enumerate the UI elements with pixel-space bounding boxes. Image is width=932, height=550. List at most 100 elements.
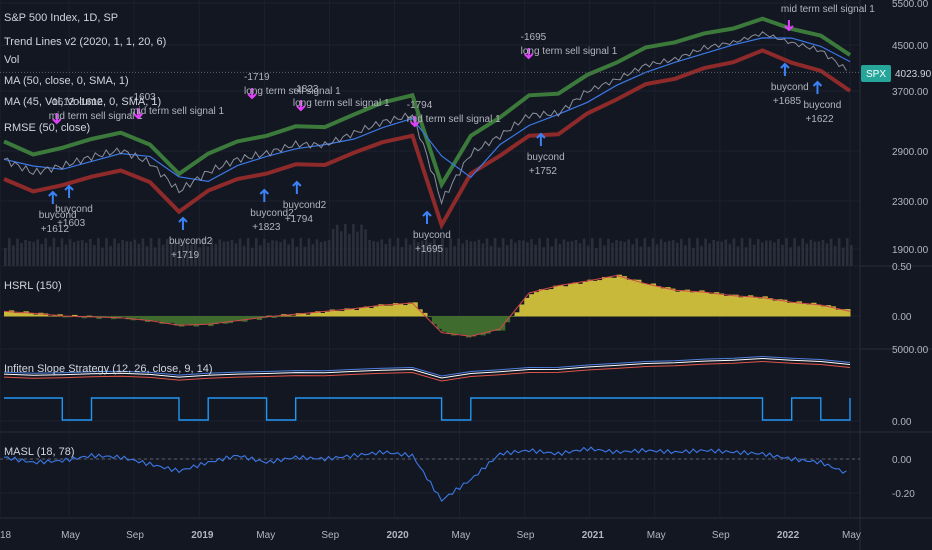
volume-bar (206, 246, 209, 266)
volume-bar (20, 243, 23, 266)
hsrl-area-segment (324, 311, 331, 317)
hsrl-area-segment (553, 285, 559, 317)
volume-bar (283, 239, 286, 266)
main-price-pane[interactable] (0, 16, 860, 266)
volume-bar (732, 238, 736, 266)
hsrl-area-segment (276, 316, 282, 318)
hsrl-area-segment (772, 300, 778, 317)
hsrl-area-segment (407, 302, 413, 317)
slope-price-line (3, 357, 851, 379)
volume-bar (744, 247, 748, 266)
volume-bar (465, 239, 469, 266)
volume-bar (562, 239, 566, 266)
hsrl-area-segment (222, 316, 229, 324)
volume-bar (28, 241, 31, 266)
hsrl-area-segment (529, 294, 535, 317)
hsrl-area-segment (427, 316, 433, 318)
volume-bar (489, 245, 493, 266)
volume-bar (813, 241, 817, 266)
hsrl-area-segment (679, 290, 686, 317)
hsrl-area-segment (217, 316, 224, 323)
hsrl-area-segment (47, 315, 54, 317)
hsrl-area-segment (154, 316, 161, 321)
volume-bar (356, 231, 359, 266)
y-axis[interactable]: 5500.00 4500.00 3700.00 2900.00 2300.00 1900.… (892, 0, 929, 500)
volume-bar (89, 238, 92, 266)
volume-bar (56, 246, 60, 266)
hsrl-area-segment (461, 316, 467, 335)
volume-bar (623, 241, 626, 266)
volume-bar (433, 238, 436, 266)
volume-bar (748, 238, 752, 266)
volume-bar (279, 242, 282, 266)
hsrl-area-segment (266, 315, 272, 317)
sell-signal-label: -1823 (293, 84, 319, 95)
hsrl-area-segment (320, 313, 326, 317)
masl-title[interactable]: MASL (18, 78) (4, 446, 75, 458)
hsrl-area-segment (169, 316, 175, 323)
hsrl-area-segment (363, 306, 370, 317)
volume-bar (574, 239, 578, 266)
buy-arrow-icon (64, 184, 74, 198)
hsrl-area-segment (13, 312, 20, 317)
x-tick-label: 2021 (582, 530, 605, 541)
slope-signal-line (4, 397, 851, 421)
x-tick-label: Sep (321, 530, 339, 541)
volume-bar (364, 229, 367, 266)
lower-band-line (3, 48, 852, 231)
volume-bar (327, 240, 331, 266)
sell-arrow-icon (133, 108, 143, 120)
hsrl-area-segment (72, 314, 78, 317)
volume-bar (165, 239, 169, 266)
volume-bar (777, 239, 780, 266)
buy-arrow-icon (48, 190, 58, 204)
volume-bar (40, 244, 44, 266)
header-legend: S&P 500 Index, 1D, SP Trend Lines v2 (20… (4, 12, 213, 458)
volume-bar (522, 240, 525, 266)
slope-strategy-pane[interactable] (3, 355, 851, 421)
hsrl-pane[interactable] (3, 274, 851, 338)
masl-pane[interactable] (0, 446, 860, 503)
hsrl-area-segment (8, 310, 15, 317)
volume-bar (218, 239, 222, 266)
volume-bar (388, 238, 392, 266)
volume-bar (594, 247, 598, 266)
hsrl-area-segment (490, 316, 496, 331)
y-tick-label: 3700.00 (892, 87, 929, 98)
y-tick-label: 0.00 (892, 312, 912, 323)
indicator-vol[interactable]: Vol (4, 54, 19, 66)
buy-signal-value: +1612 (41, 224, 70, 235)
volume-bar (380, 239, 384, 266)
x-axis[interactable]: 18 May Sep 2019 May Sep 2020 May Sep 2021 May Sep 20… (0, 530, 861, 541)
symbol-title[interactable]: S&P 500 Index, 1D, SP (4, 12, 118, 24)
hsrl-area-segment (640, 283, 647, 317)
sell-signal-label: long term sell signal 1 (293, 98, 390, 109)
volume-bar (109, 245, 112, 266)
volume-bar (125, 241, 129, 266)
hsrl-title[interactable]: HSRL (150) (4, 280, 62, 292)
indicator-ma-volume[interactable]: MA (45, Vol, Volume, 0, SMA, 1) (4, 96, 161, 108)
hsrl-area-segment (709, 293, 715, 317)
x-tick-label: 2020 (386, 530, 409, 541)
hsrl-area-segment (227, 316, 234, 324)
indicator-ma-price[interactable]: MA (50, close, 0, SMA, 1) (4, 75, 129, 87)
volume-bar (530, 239, 533, 266)
buy-signal-value: +1622 (805, 114, 834, 125)
volume-bar (412, 239, 416, 266)
hsrl-area-segment (383, 305, 389, 317)
hsrl-area-segment (295, 313, 302, 317)
volume-bar (716, 241, 720, 266)
hsrl-area-segment (465, 316, 472, 338)
hsrl-area-segment (499, 316, 506, 331)
indicator-trend-lines[interactable]: Trend Lines v2 (2020, 1, 1, 20, 6) (4, 36, 166, 48)
hsrl-area-segment (674, 291, 681, 317)
volume-bar (550, 246, 554, 266)
volume-bar (837, 238, 841, 266)
slope-strategy-title[interactable]: Infiten Slope Strategy (12, 26, close, 9… (4, 363, 213, 375)
x-tick-label: May (647, 530, 666, 541)
indicator-rmse[interactable]: RMSE (50, close) (4, 122, 90, 134)
hsrl-area-segment (451, 316, 457, 336)
volume-bar (36, 239, 39, 266)
